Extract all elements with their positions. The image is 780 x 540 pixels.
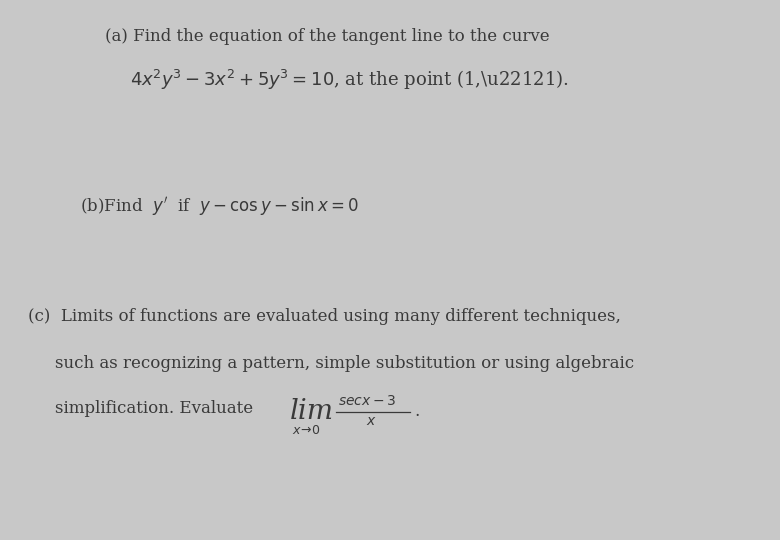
Text: .: .: [414, 403, 420, 420]
Text: $x\!\rightarrow\!0$: $x\!\rightarrow\!0$: [292, 424, 320, 437]
Text: (b)Find  $y'$  if  $y - \cos y - \sin x = 0$: (b)Find $y'$ if $y - \cos y - \sin x = 0…: [80, 195, 359, 218]
Text: $4x^2y^3 - 3x^2 + 5y^3 = 10$, at the point (1,\u22121).: $4x^2y^3 - 3x^2 + 5y^3 = 10$, at the poi…: [130, 68, 569, 92]
Text: lim: lim: [290, 398, 334, 425]
Text: $secx-3$: $secx-3$: [338, 394, 396, 408]
Text: simplification. Evaluate: simplification. Evaluate: [55, 400, 254, 417]
Text: such as recognizing a pattern, simple substitution or using algebraic: such as recognizing a pattern, simple su…: [55, 355, 634, 372]
Text: (c)  Limits of functions are evaluated using many different techniques,: (c) Limits of functions are evaluated us…: [28, 308, 621, 325]
Text: $x$: $x$: [366, 414, 377, 428]
Text: (a) Find the equation of the tangent line to the curve: (a) Find the equation of the tangent lin…: [105, 28, 550, 45]
